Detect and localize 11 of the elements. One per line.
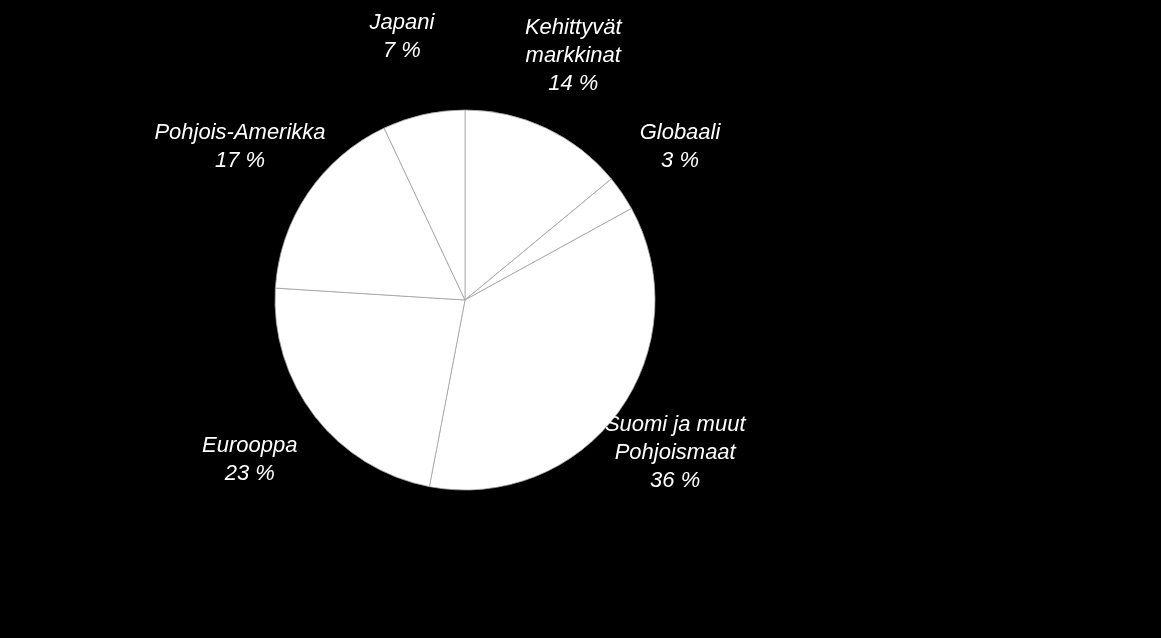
data-label: 3 % xyxy=(661,146,699,172)
slice-label: Japani xyxy=(368,8,436,34)
data-label: 23 % xyxy=(223,459,275,485)
data-label: 14 % xyxy=(548,69,599,95)
slice-label: Kehittyvät markkinat xyxy=(524,13,623,67)
data-label: 7 % xyxy=(383,36,421,62)
slice-label: Eurooppa xyxy=(202,431,298,457)
slice-label: Globaali xyxy=(639,118,722,144)
data-label: 17 % xyxy=(214,146,266,172)
slice-label: Pohjois-Amerikka xyxy=(154,118,326,144)
data-label: 36 % xyxy=(650,466,701,492)
